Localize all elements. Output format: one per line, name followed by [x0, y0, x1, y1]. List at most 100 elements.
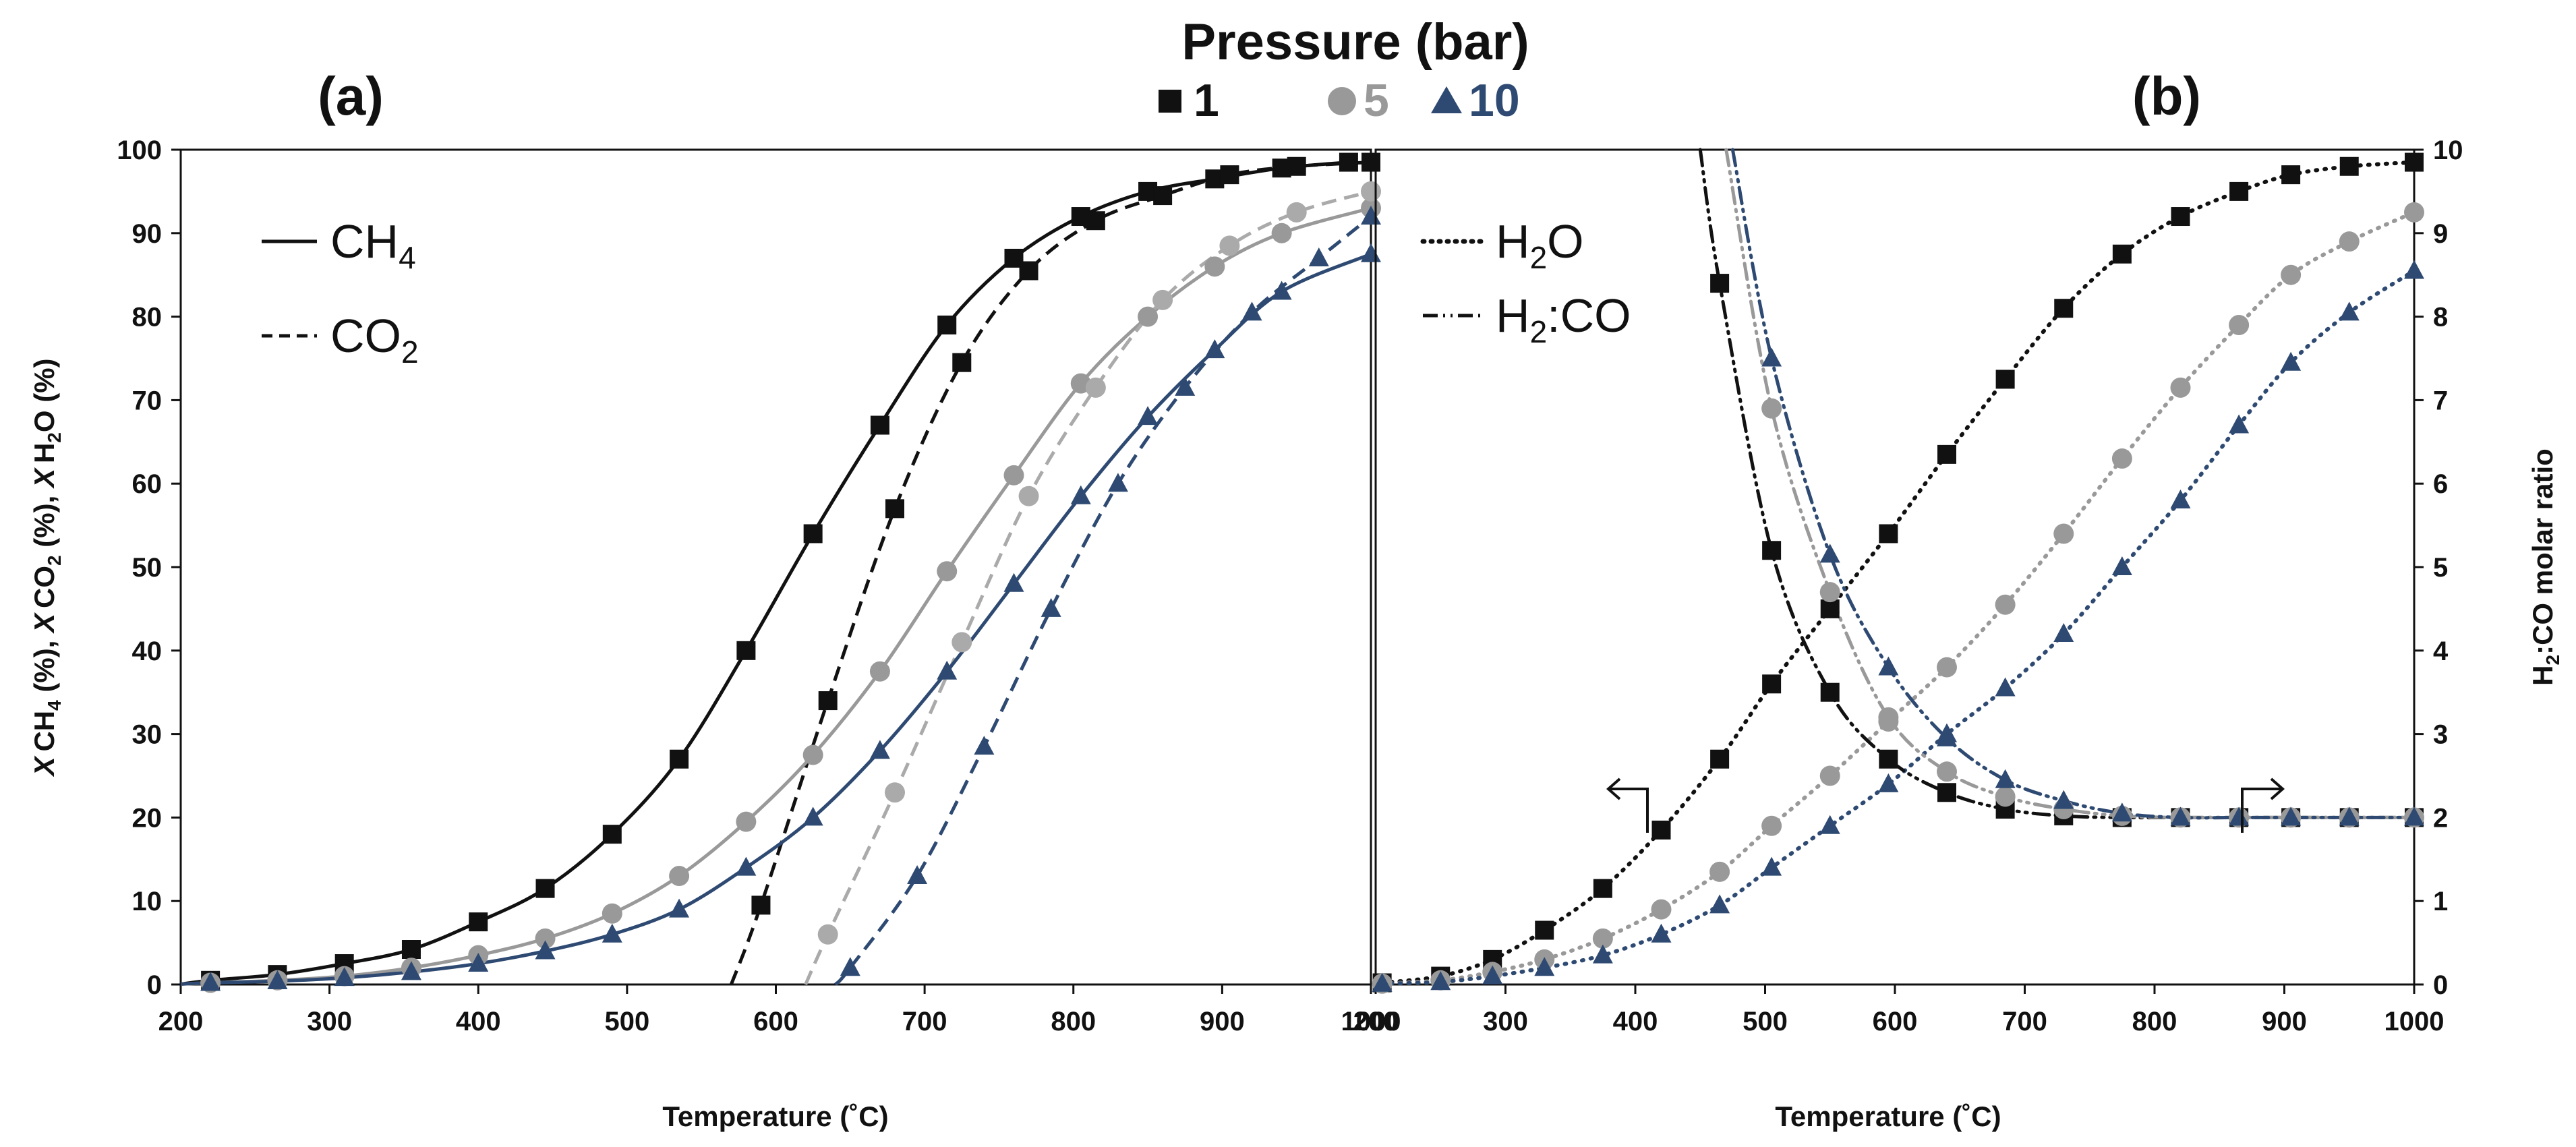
- y-tick-label: 20: [132, 803, 163, 833]
- x-tick-label: 800: [1051, 1007, 1096, 1036]
- data-point: [1820, 599, 1840, 618]
- data-point: [2171, 207, 2190, 227]
- data-point: [2170, 806, 2191, 826]
- data-point: [907, 865, 928, 885]
- series-line-0: [180, 160, 1349, 986]
- y-right-tick-label: 6: [2433, 469, 2448, 499]
- data-point: [1995, 594, 2016, 615]
- x-tick-label: 700: [902, 1007, 947, 1036]
- legend-ch4-label: CH4: [330, 215, 416, 275]
- y-right-tick-label: 10: [2433, 136, 2463, 165]
- data-point: [1878, 773, 1899, 792]
- data-point: [2229, 181, 2249, 201]
- ylabel-right-part: :CO molar ratio: [2527, 448, 2558, 655]
- y-right-tick-label: 8: [2433, 303, 2448, 332]
- panel-a-markers: [200, 152, 1381, 993]
- data-point: [1819, 765, 1840, 786]
- y-right-tick-label: 1: [2433, 887, 2448, 916]
- legend-ch4-text: CH: [330, 215, 399, 268]
- x-tick-label: 200: [1353, 1007, 1399, 1036]
- data-point: [2339, 156, 2359, 176]
- series-line-4: [180, 252, 1372, 986]
- legend-label-5: 5: [1364, 75, 1389, 126]
- data-point: [885, 499, 904, 519]
- data-point: [1937, 444, 1956, 464]
- panel-a-label: (a): [318, 66, 384, 126]
- x-tick-label: 1000: [1341, 1007, 1401, 1036]
- data-point: [1761, 856, 1782, 876]
- y-tick-label: 100: [117, 136, 162, 165]
- data-point: [1651, 820, 1671, 840]
- data-point: [2281, 165, 2301, 185]
- x-tick-label: 500: [605, 1007, 650, 1036]
- legend-h2o-text: H: [1496, 215, 1530, 268]
- data-point: [1085, 377, 1106, 398]
- data-point: [1819, 815, 1840, 834]
- data-point: [1762, 541, 1782, 560]
- ylabel-part: CH: [28, 711, 60, 752]
- data-point: [1138, 306, 1159, 327]
- data-point: [1709, 861, 1730, 882]
- data-point: [2053, 523, 2074, 544]
- x-tick-label: 700: [2002, 1007, 2047, 1036]
- ylabel-right-part: H: [2527, 665, 2558, 685]
- panel-a-lines: [180, 160, 1372, 986]
- ylabel-part: X: [28, 755, 60, 777]
- data-point: [1003, 572, 1024, 592]
- data-point: [1710, 274, 1730, 293]
- panel-b-ticks: 200 300 400 500 600 700 800 900 1000 0 1 2 3 4 5 6 7 8 9 10: [1353, 136, 2463, 1036]
- series-line-4: [1724, 148, 2416, 820]
- data-point: [1761, 398, 1782, 419]
- legend-h2co-label: H2:CO: [1496, 289, 1631, 349]
- panel-a-legend: CH4 CO2: [262, 215, 419, 370]
- data-point: [1937, 657, 1957, 678]
- data-point: [1220, 165, 1239, 185]
- data-point: [818, 691, 838, 711]
- data-point: [869, 740, 890, 759]
- data-point: [1593, 879, 1612, 898]
- data-point: [1592, 944, 1613, 964]
- data-point: [1204, 256, 1225, 277]
- data-point: [2281, 351, 2302, 371]
- data-point: [2229, 806, 2250, 826]
- ylabel-sub: 2: [44, 432, 65, 443]
- legend-h2o-sub: 2: [1530, 240, 1548, 275]
- y-tick-label: 90: [132, 219, 163, 249]
- data-point: [1761, 347, 1782, 367]
- x-tick-label: 900: [2262, 1007, 2307, 1036]
- data-point: [1937, 761, 1957, 782]
- data-point: [1995, 786, 2016, 807]
- ylabel-part: (%),: [28, 633, 60, 700]
- data-point: [1534, 957, 1555, 976]
- x-tick-label: 900: [1200, 1007, 1245, 1036]
- data-point: [1878, 656, 1899, 676]
- data-point: [1361, 181, 1381, 202]
- y-right-tick-label: 0: [2433, 970, 2448, 1000]
- pressure-legend: 1 5 10: [1159, 75, 1520, 126]
- legend-h2o-tail: O: [1547, 215, 1583, 268]
- data-point: [1995, 677, 2016, 697]
- right-axis-arrow: [2241, 777, 2285, 833]
- data-point: [602, 923, 622, 943]
- legend-h2co-tail: :CO: [1547, 289, 1631, 342]
- data-point: [1592, 928, 1613, 949]
- data-point: [2053, 790, 2074, 809]
- data-point: [1710, 749, 1730, 769]
- series-line-3: [804, 189, 1372, 986]
- data-point: [2405, 152, 2424, 172]
- x-tick-label: 400: [1613, 1007, 1658, 1036]
- data-point: [468, 953, 489, 972]
- legend-circle-marker: [1328, 87, 1356, 115]
- data-point: [1152, 289, 1173, 310]
- data-point: [1651, 899, 1672, 920]
- data-point: [2170, 377, 2191, 398]
- data-point: [937, 660, 958, 680]
- legend-square-marker: [1159, 90, 1181, 113]
- data-point: [1709, 894, 1730, 914]
- data-point: [1175, 376, 1196, 396]
- legend-h2co-text: H: [1496, 289, 1530, 342]
- y-tick-label: 80: [132, 303, 163, 332]
- x-tick-label: 1000: [2384, 1007, 2445, 1036]
- legend-label-10: 10: [1469, 75, 1520, 126]
- data-point: [334, 967, 355, 987]
